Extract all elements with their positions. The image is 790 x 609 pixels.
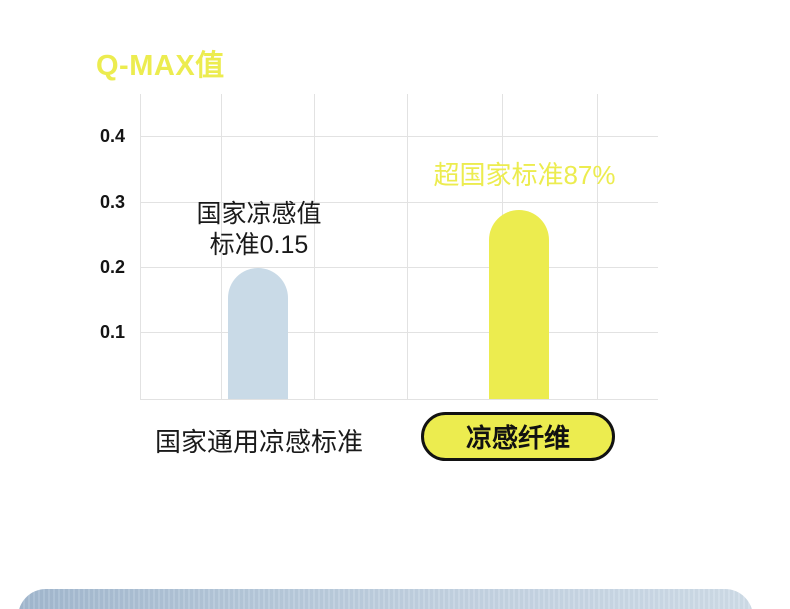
y-tick-0-2: 0.2	[99, 257, 125, 277]
grid-vline	[407, 94, 408, 400]
x-axis-baseline	[140, 399, 658, 400]
bottom-gradient-band	[18, 589, 753, 609]
bar-cooling-fiber	[489, 210, 549, 399]
annotation-line-2: 标准0.15	[209, 231, 309, 259]
grid-vline	[221, 94, 222, 400]
grid-vline	[314, 94, 315, 400]
y-tick-0-1: 0.1	[99, 322, 125, 342]
y-tick-0-4: 0.4	[99, 126, 125, 146]
chart-plot-area	[140, 94, 658, 400]
grid-hline-0-2	[140, 267, 658, 268]
grid-hline-0-4	[140, 136, 658, 137]
annotation-line-1: 国家凉感值	[196, 200, 322, 228]
y-tick-0-3: 0.3	[99, 192, 125, 212]
grid-vline	[597, 94, 598, 400]
annotation-national-standard: 国家凉感值 标准0.15	[150, 199, 368, 261]
grid-hline-0-3	[140, 202, 658, 203]
page-title: Q-MAX值	[96, 50, 225, 82]
annotation-exceeds-standard: 超国家标准87%	[433, 160, 616, 190]
pill-label: 凉感纤维	[465, 423, 570, 453]
bar-national-standard	[228, 268, 288, 399]
x-label-cooling-fiber-pill: 凉感纤维	[421, 412, 615, 461]
x-label-national-standard: 国家通用凉感标准	[154, 427, 363, 457]
grid-vline	[140, 94, 141, 400]
grid-hline-0-1	[140, 332, 658, 333]
